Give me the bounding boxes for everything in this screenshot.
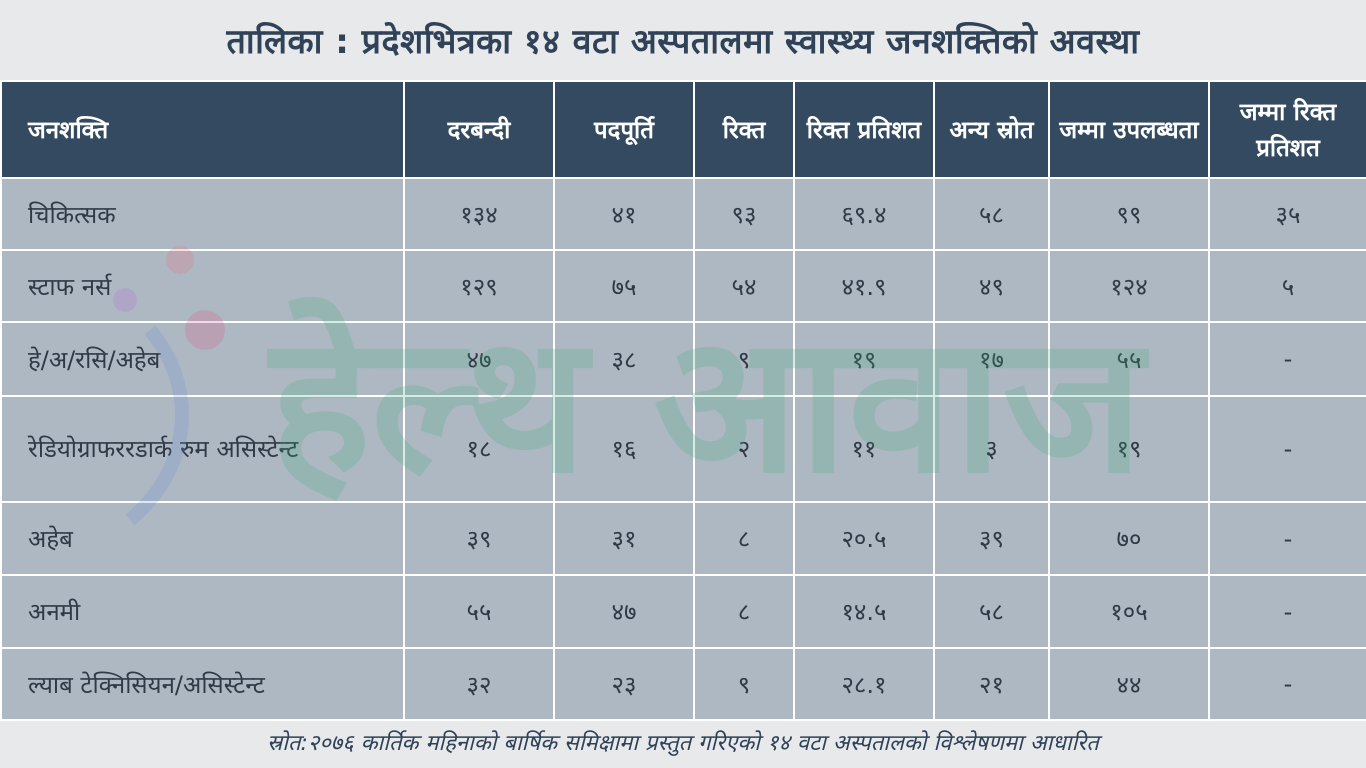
cell-sanctioned: १८ xyxy=(403,395,555,503)
cell-vacant: २ xyxy=(693,395,795,503)
cell-sanctioned: ५५ xyxy=(403,574,555,649)
row-label: चिकित्सक xyxy=(0,177,405,251)
cell-total-vacant-percent: - xyxy=(1208,395,1366,503)
cell-total-vacant-percent: - xyxy=(1208,647,1366,721)
col-header-total-available: जम्मा उपलब्धता xyxy=(1048,80,1210,179)
cell-vacant: ८ xyxy=(693,574,795,649)
cell-other-source: ३९ xyxy=(933,501,1050,576)
row-label: अहेब xyxy=(0,501,405,576)
cell-filled: ४१ xyxy=(553,177,695,251)
table-row: रेडियोग्राफररडार्क रुम असिस्टेन्ट १८ १६ … xyxy=(0,395,1366,503)
col-header-filled: पदपूर्ति xyxy=(553,80,695,179)
cell-vacant-percent: २८.१ xyxy=(793,647,935,721)
cell-total-available: १२४ xyxy=(1048,249,1210,323)
cell-other-source: ३ xyxy=(933,395,1050,503)
cell-other-source: ५८ xyxy=(933,177,1050,251)
source-note: स्रोत:२०७६ कार्तिक महिनाको बार्षिक समिक्… xyxy=(267,730,1099,756)
cell-sanctioned: १३४ xyxy=(403,177,555,251)
cell-vacant-percent: ११ xyxy=(793,395,935,503)
table-header-row: जनशक्ति दरबन्दी पदपूर्ति रिक्त रिक्त प्र… xyxy=(0,80,1366,179)
cell-total-available: १०५ xyxy=(1048,574,1210,649)
table-row: चिकित्सक १३४ ४१ ९३ ६९.४ ५८ ९९ ३५ xyxy=(0,177,1366,251)
cell-total-vacant-percent: - xyxy=(1208,321,1366,397)
cell-total-vacant-percent: ३५ xyxy=(1208,177,1366,251)
table-row: अहेब ३९ ३१ ८ २०.५ ३९ ७० - xyxy=(0,501,1366,576)
row-label: रेडियोग्राफररडार्क रुम असिस्टेन्ट xyxy=(0,395,405,503)
cell-other-source: २१ xyxy=(933,647,1050,721)
table-row: ल्याब टेक्निसियन/असिस्टेन्ट ३२ २३ ९ २८.१… xyxy=(0,647,1366,721)
cell-vacant-percent: १९ xyxy=(793,321,935,397)
cell-filled: २३ xyxy=(553,647,695,721)
cell-total-available: ९९ xyxy=(1048,177,1210,251)
col-header-manpower: जनशक्ति xyxy=(0,80,405,179)
cell-vacant-percent: १४.५ xyxy=(793,574,935,649)
cell-sanctioned: १२९ xyxy=(403,249,555,323)
cell-filled: ३८ xyxy=(553,321,695,397)
cell-vacant: ९ xyxy=(693,647,795,721)
row-label: ल्याब टेक्निसियन/असिस्टेन्ट xyxy=(0,647,405,721)
col-header-total-vacant-percent: जम्मा रिक्त प्रतिशत xyxy=(1208,80,1366,179)
cell-other-source: ५८ xyxy=(933,574,1050,649)
data-table-container: जनशक्ति दरबन्दी पदपूर्ति रिक्त रिक्त प्र… xyxy=(0,80,1366,721)
cell-sanctioned: ३२ xyxy=(403,647,555,721)
cell-total-available: ७० xyxy=(1048,501,1210,576)
cell-total-available: ५५ xyxy=(1048,321,1210,397)
cell-filled: ४७ xyxy=(553,574,695,649)
cell-total-available: १९ xyxy=(1048,395,1210,503)
row-label: स्टाफ नर्स xyxy=(0,249,405,323)
cell-vacant-percent: २०.५ xyxy=(793,501,935,576)
cell-filled: ७५ xyxy=(553,249,695,323)
row-label: अनमी xyxy=(0,574,405,649)
col-header-vacant-percent: रिक्त प्रतिशत xyxy=(793,80,935,179)
cell-total-available: ४४ xyxy=(1048,647,1210,721)
cell-vacant-percent: ६९.४ xyxy=(793,177,935,251)
cell-vacant-percent: ४१.९ xyxy=(793,249,935,323)
cell-other-source: ४९ xyxy=(933,249,1050,323)
cell-total-vacant-percent: - xyxy=(1208,574,1366,649)
cell-vacant: ९३ xyxy=(693,177,795,251)
table-row: अनमी ५५ ४७ ८ १४.५ ५८ १०५ - xyxy=(0,574,1366,649)
cell-total-vacant-percent: ५ xyxy=(1208,249,1366,323)
table-row: स्टाफ नर्स १२९ ७५ ५४ ४१.९ ४९ १२४ ५ xyxy=(0,249,1366,323)
table-row: हे/अ/रसि/अहेब ४७ ३८ ९ १९ १७ ५५ - xyxy=(0,321,1366,397)
cell-vacant: ९ xyxy=(693,321,795,397)
cell-sanctioned: ४७ xyxy=(403,321,555,397)
col-header-vacant: रिक्त xyxy=(693,80,795,179)
cell-vacant: ५४ xyxy=(693,249,795,323)
cell-sanctioned: ३९ xyxy=(403,501,555,576)
page-title: तालिका : प्रदेशभित्रका १४ वटा अस्पतालमा … xyxy=(226,22,1140,62)
cell-vacant: ८ xyxy=(693,501,795,576)
cell-filled: ३१ xyxy=(553,501,695,576)
cell-filled: १६ xyxy=(553,395,695,503)
manpower-table: जनशक्ति दरबन्दी पदपूर्ति रिक्त रिक्त प्र… xyxy=(0,80,1366,721)
col-header-sanctioned: दरबन्दी xyxy=(403,80,555,179)
cell-other-source: १७ xyxy=(933,321,1050,397)
col-header-other-source: अन्य स्रोत xyxy=(933,80,1050,179)
row-label: हे/अ/रसि/अहेब xyxy=(0,321,405,397)
cell-total-vacant-percent: - xyxy=(1208,501,1366,576)
